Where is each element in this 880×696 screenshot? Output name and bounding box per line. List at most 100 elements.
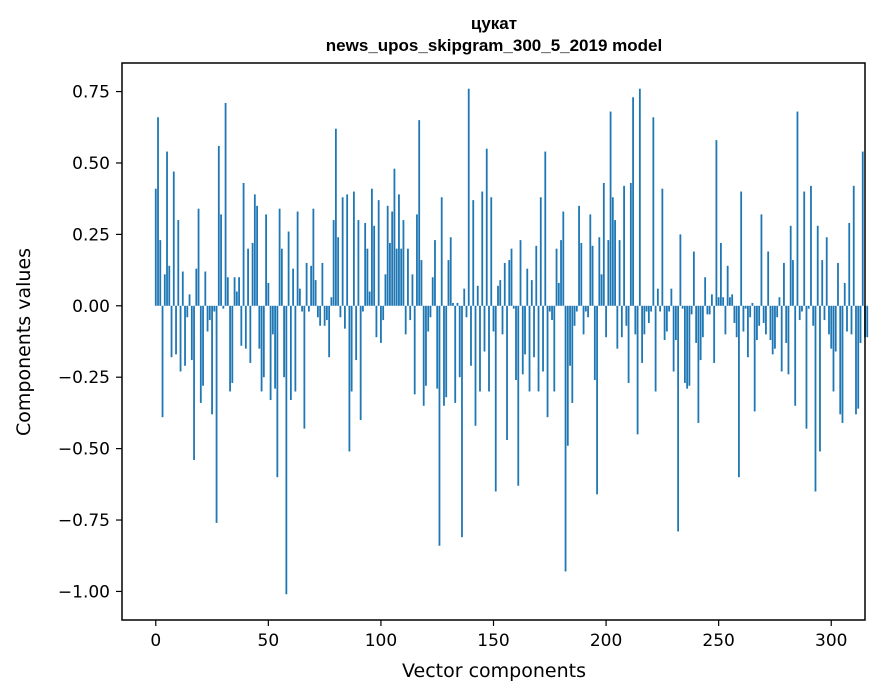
bar-73 — [319, 305, 322, 326]
bar-280 — [785, 305, 788, 343]
bar-243 — [701, 305, 704, 338]
bar-192 — [587, 305, 589, 318]
bar-33 — [229, 305, 231, 392]
bar-23 — [206, 305, 209, 332]
bar-94 — [366, 248, 369, 306]
bar-299 — [828, 305, 830, 335]
bar-301 — [832, 305, 835, 392]
bar-176 — [551, 305, 553, 321]
bar-34 — [231, 305, 234, 383]
bar-151 — [494, 305, 497, 492]
bar-242 — [699, 305, 702, 361]
bar-209 — [625, 305, 628, 326]
bar-130 — [447, 260, 450, 306]
bar-27 — [215, 305, 218, 523]
bar-8 — [172, 171, 175, 306]
bar-252 — [722, 297, 725, 306]
bar-226 — [663, 305, 666, 341]
bar-181 — [562, 211, 565, 306]
bar-148 — [488, 305, 490, 392]
bar-22 — [204, 271, 207, 306]
bar-251 — [720, 242, 722, 306]
bar-88 — [353, 191, 355, 306]
y-tick-label: −0.75 — [58, 511, 110, 531]
bar-20 — [199, 305, 202, 403]
bar-163 — [521, 305, 524, 375]
bar-276 — [776, 305, 779, 318]
bar-263 — [747, 305, 749, 358]
bar-95 — [368, 291, 371, 306]
bar-40 — [244, 305, 247, 349]
bar-165 — [526, 268, 529, 306]
bar-212 — [632, 97, 634, 306]
bar-282 — [789, 225, 792, 306]
x-tick-label: 50 — [258, 631, 280, 651]
bar-70 — [312, 208, 315, 306]
bar-175 — [548, 305, 551, 312]
bar-145 — [481, 191, 484, 306]
bar-75 — [323, 305, 326, 326]
y-tick-label: 0.75 — [72, 83, 110, 103]
bar-161 — [517, 305, 520, 486]
y-tick-label: −0.25 — [58, 368, 110, 388]
bar-89 — [355, 305, 358, 361]
bar-91 — [359, 305, 362, 421]
bar-17 — [193, 305, 195, 461]
bar-195 — [593, 305, 596, 381]
bar-224 — [659, 305, 662, 312]
bar-293 — [814, 305, 817, 492]
bar-99 — [377, 200, 380, 306]
bar-177 — [553, 305, 556, 392]
x-tick-label: 300 — [815, 631, 847, 651]
bar-294 — [816, 225, 819, 306]
bar-247 — [711, 294, 713, 306]
bar-106 — [393, 168, 396, 306]
bar-63 — [296, 211, 299, 306]
bar-64 — [298, 288, 301, 306]
bar-51 — [269, 305, 272, 401]
bar-189 — [580, 242, 583, 306]
bar-55 — [278, 208, 281, 306]
bar-281 — [787, 305, 790, 375]
bar-36 — [235, 291, 238, 306]
bar-190 — [582, 305, 585, 335]
bar-188 — [578, 205, 580, 306]
bar-49 — [265, 214, 267, 306]
bar-197 — [598, 237, 601, 306]
bar-111 — [404, 305, 407, 335]
bar-45 — [256, 205, 258, 306]
bar-178 — [555, 248, 558, 306]
bar-308 — [848, 222, 851, 306]
x-tick-label: 250 — [702, 631, 734, 651]
bar-245 — [706, 305, 709, 315]
bar-16 — [190, 305, 193, 361]
bar-152 — [497, 285, 499, 306]
bar-157 — [508, 260, 511, 306]
bar-303 — [837, 262, 839, 306]
bar-135 — [458, 305, 461, 378]
bar-234 — [681, 305, 684, 309]
chart-subtitle: news_upos_skipgram_300_5_2019 model — [326, 36, 662, 55]
bar-291 — [810, 185, 812, 306]
bar-154 — [501, 305, 504, 335]
bar-191 — [584, 305, 587, 312]
bar-256 — [731, 294, 734, 306]
bar-220 — [650, 305, 653, 312]
x-tick-label: 150 — [477, 631, 509, 651]
bar-125 — [436, 305, 439, 389]
x-tick-label: 100 — [365, 631, 397, 651]
bar-253 — [724, 305, 727, 335]
bar-62 — [294, 305, 297, 392]
bar-227 — [665, 305, 668, 332]
bar-57 — [283, 305, 286, 378]
bar-122 — [429, 305, 432, 318]
bar-174 — [546, 305, 549, 418]
bar-172 — [542, 305, 544, 372]
bar-132 — [452, 302, 454, 306]
bar-180 — [560, 240, 562, 306]
bar-166 — [528, 305, 531, 392]
bar-97 — [373, 225, 376, 306]
bar-298 — [825, 237, 828, 306]
bar-143 — [476, 285, 479, 306]
bar-302 — [834, 305, 837, 352]
